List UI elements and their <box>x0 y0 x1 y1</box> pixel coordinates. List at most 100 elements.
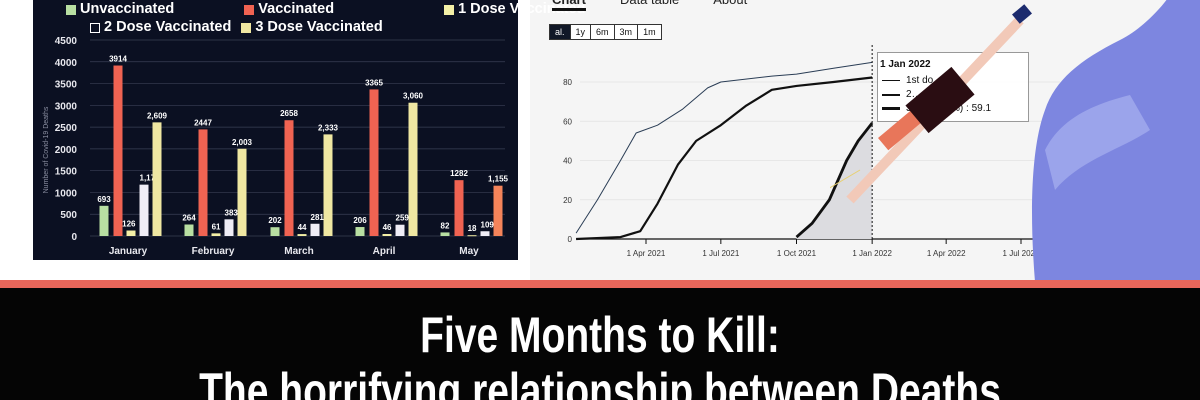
y-tick-label: 2000 <box>55 145 78 156</box>
tooltip-text: 1st do… <box>906 75 944 86</box>
data-label: 281 <box>311 213 325 222</box>
range-3m-button[interactable]: 3m <box>614 25 639 39</box>
y-tick-label: 40 <box>563 157 572 166</box>
series-line-key <box>882 93 900 96</box>
data-label: 2,609 <box>147 111 168 120</box>
bar-vaccinated <box>284 120 294 236</box>
data-label: 3365 <box>365 78 383 87</box>
x-tick-label: April <box>373 246 396 257</box>
data-label: 1282 <box>450 169 468 178</box>
legend-dose3: 3 Dose Vaccinated <box>241 19 383 36</box>
bar-1-dose-vaccinated <box>126 230 136 236</box>
bar-vaccinated <box>454 180 464 236</box>
data-label: 2,003 <box>232 138 253 147</box>
legend-label: Vaccinated <box>258 1 335 17</box>
data-label: 693 <box>97 195 111 204</box>
y-tick-label: 4500 <box>55 36 78 47</box>
bar-1-dose-vaccinated <box>382 233 392 236</box>
y-tick-label: 4000 <box>55 58 78 69</box>
tab-chart[interactable]: Chart <box>552 0 586 11</box>
bar-2-dose-vaccinated <box>480 231 490 236</box>
series-line-3rd <box>795 122 874 239</box>
y-tick-label: 20 <box>563 196 572 205</box>
data-label: 2447 <box>194 118 212 127</box>
legend-label: 3 Dose Vaccinated <box>255 19 383 35</box>
bar-1-dose-vaccinated <box>211 233 221 236</box>
data-label: 2658 <box>280 109 298 118</box>
y-tick-label: 2500 <box>55 123 78 134</box>
bar-2-dose-vaccinated <box>224 219 234 236</box>
y-tick-label: 3500 <box>55 80 78 91</box>
bar-vaccinated <box>198 129 208 236</box>
range-6m-button[interactable]: 6m <box>591 25 615 39</box>
bar-unvaccinated <box>440 232 450 236</box>
legend-unvaccinated: Unvaccinated <box>66 1 174 18</box>
series-line-2nd <box>576 76 873 241</box>
bar-vaccinated <box>113 65 123 236</box>
y-tick-label: 0 <box>71 232 77 243</box>
range-1m-button[interactable]: 1m <box>638 25 661 39</box>
bar-legend-row-1: Unvaccinated Vaccinated 1 Dose Vaccinate… <box>66 1 585 18</box>
legend-label: Unvaccinated <box>80 1 175 17</box>
legend-label: 1 Dose Vaccinated <box>458 1 586 17</box>
data-label: 61 <box>212 222 221 231</box>
data-label: 1,155 <box>488 175 509 184</box>
range-1y-button[interactable]: 1y <box>570 25 592 39</box>
x-tick-label: January <box>109 246 148 257</box>
legend-swatch <box>244 4 255 15</box>
y-tick-label: 0 <box>568 235 573 244</box>
series-line-1st <box>575 61 873 234</box>
syringe-icon <box>830 4 1032 204</box>
y-tick-label: 3000 <box>55 101 78 112</box>
data-label: 259 <box>396 214 410 223</box>
bar-legend-row-2: 2 Dose Vaccinated 3 Dose Vaccinated <box>90 19 383 36</box>
data-label: 46 <box>383 223 392 232</box>
bar-unvaccinated <box>184 224 194 236</box>
bar-1-dose-vaccinated <box>297 234 307 236</box>
tooltip-row: 1st do… <box>882 75 943 86</box>
tab-about[interactable]: About <box>713 0 747 11</box>
bar-unvaccinated <box>99 205 109 236</box>
y-tick-label: 1500 <box>55 167 78 178</box>
data-label: 383 <box>225 208 239 217</box>
x-tick-label: May <box>459 246 479 257</box>
data-label: 109 <box>481 220 495 229</box>
bar-3-dose-vaccinated <box>408 102 418 236</box>
bar-2-dose-vaccinated <box>310 223 320 236</box>
bar-2-dose-vaccinated <box>139 184 149 236</box>
bar-1-dose-vaccinated <box>467 235 477 237</box>
headline-line-1: Five Months to Kill: <box>420 307 780 363</box>
legend-dose1: 1 Dose Vaccinated <box>444 1 585 18</box>
legend-label: 2 Dose Vaccinated <box>104 19 232 35</box>
legend-swatch <box>66 4 76 15</box>
headline-banner: Five Months to Kill: The horrifying rela… <box>0 288 1200 400</box>
y-tick-label: 1000 <box>55 188 78 199</box>
data-label: 206 <box>353 216 367 225</box>
bar-unvaccinated <box>355 227 365 236</box>
tooltip-date: 1 Jan 2022 <box>880 59 931 70</box>
series-line-key <box>882 107 900 110</box>
y-tick-label: 80 <box>563 78 572 87</box>
legend-swatch <box>444 4 455 15</box>
data-label: 3,060 <box>403 92 424 101</box>
bar-unvaccinated <box>270 227 280 236</box>
data-label: 264 <box>182 214 196 223</box>
x-tick-label: 1 Jul 2022 <box>1003 249 1040 258</box>
accent-stripe <box>0 280 1200 288</box>
data-label: 2,333 <box>318 123 339 132</box>
headline-line-2: The horrifying relationship between Deat… <box>199 363 1001 400</box>
bar-2-dose-vaccinated <box>395 224 405 236</box>
bar-3-dose-vaccinated <box>323 134 333 236</box>
x-tick-label: 1 Oct 2021 <box>777 249 817 258</box>
data-label: 82 <box>441 221 450 230</box>
y-axis-label: Number of Covid-19 Deaths <box>43 106 50 193</box>
y-tick-label: 60 <box>563 117 572 126</box>
bar-3-dose-vaccinated <box>152 122 162 236</box>
tab-data-table[interactable]: Data table <box>620 0 679 11</box>
syringe-and-glove-photo <box>830 0 1200 282</box>
series-line-key <box>882 80 900 81</box>
range-all-button[interactable]: al. <box>550 25 571 39</box>
legend-swatch <box>90 22 100 33</box>
y-tick-label: 500 <box>60 210 77 221</box>
data-label: 1,179 <box>140 174 161 183</box>
